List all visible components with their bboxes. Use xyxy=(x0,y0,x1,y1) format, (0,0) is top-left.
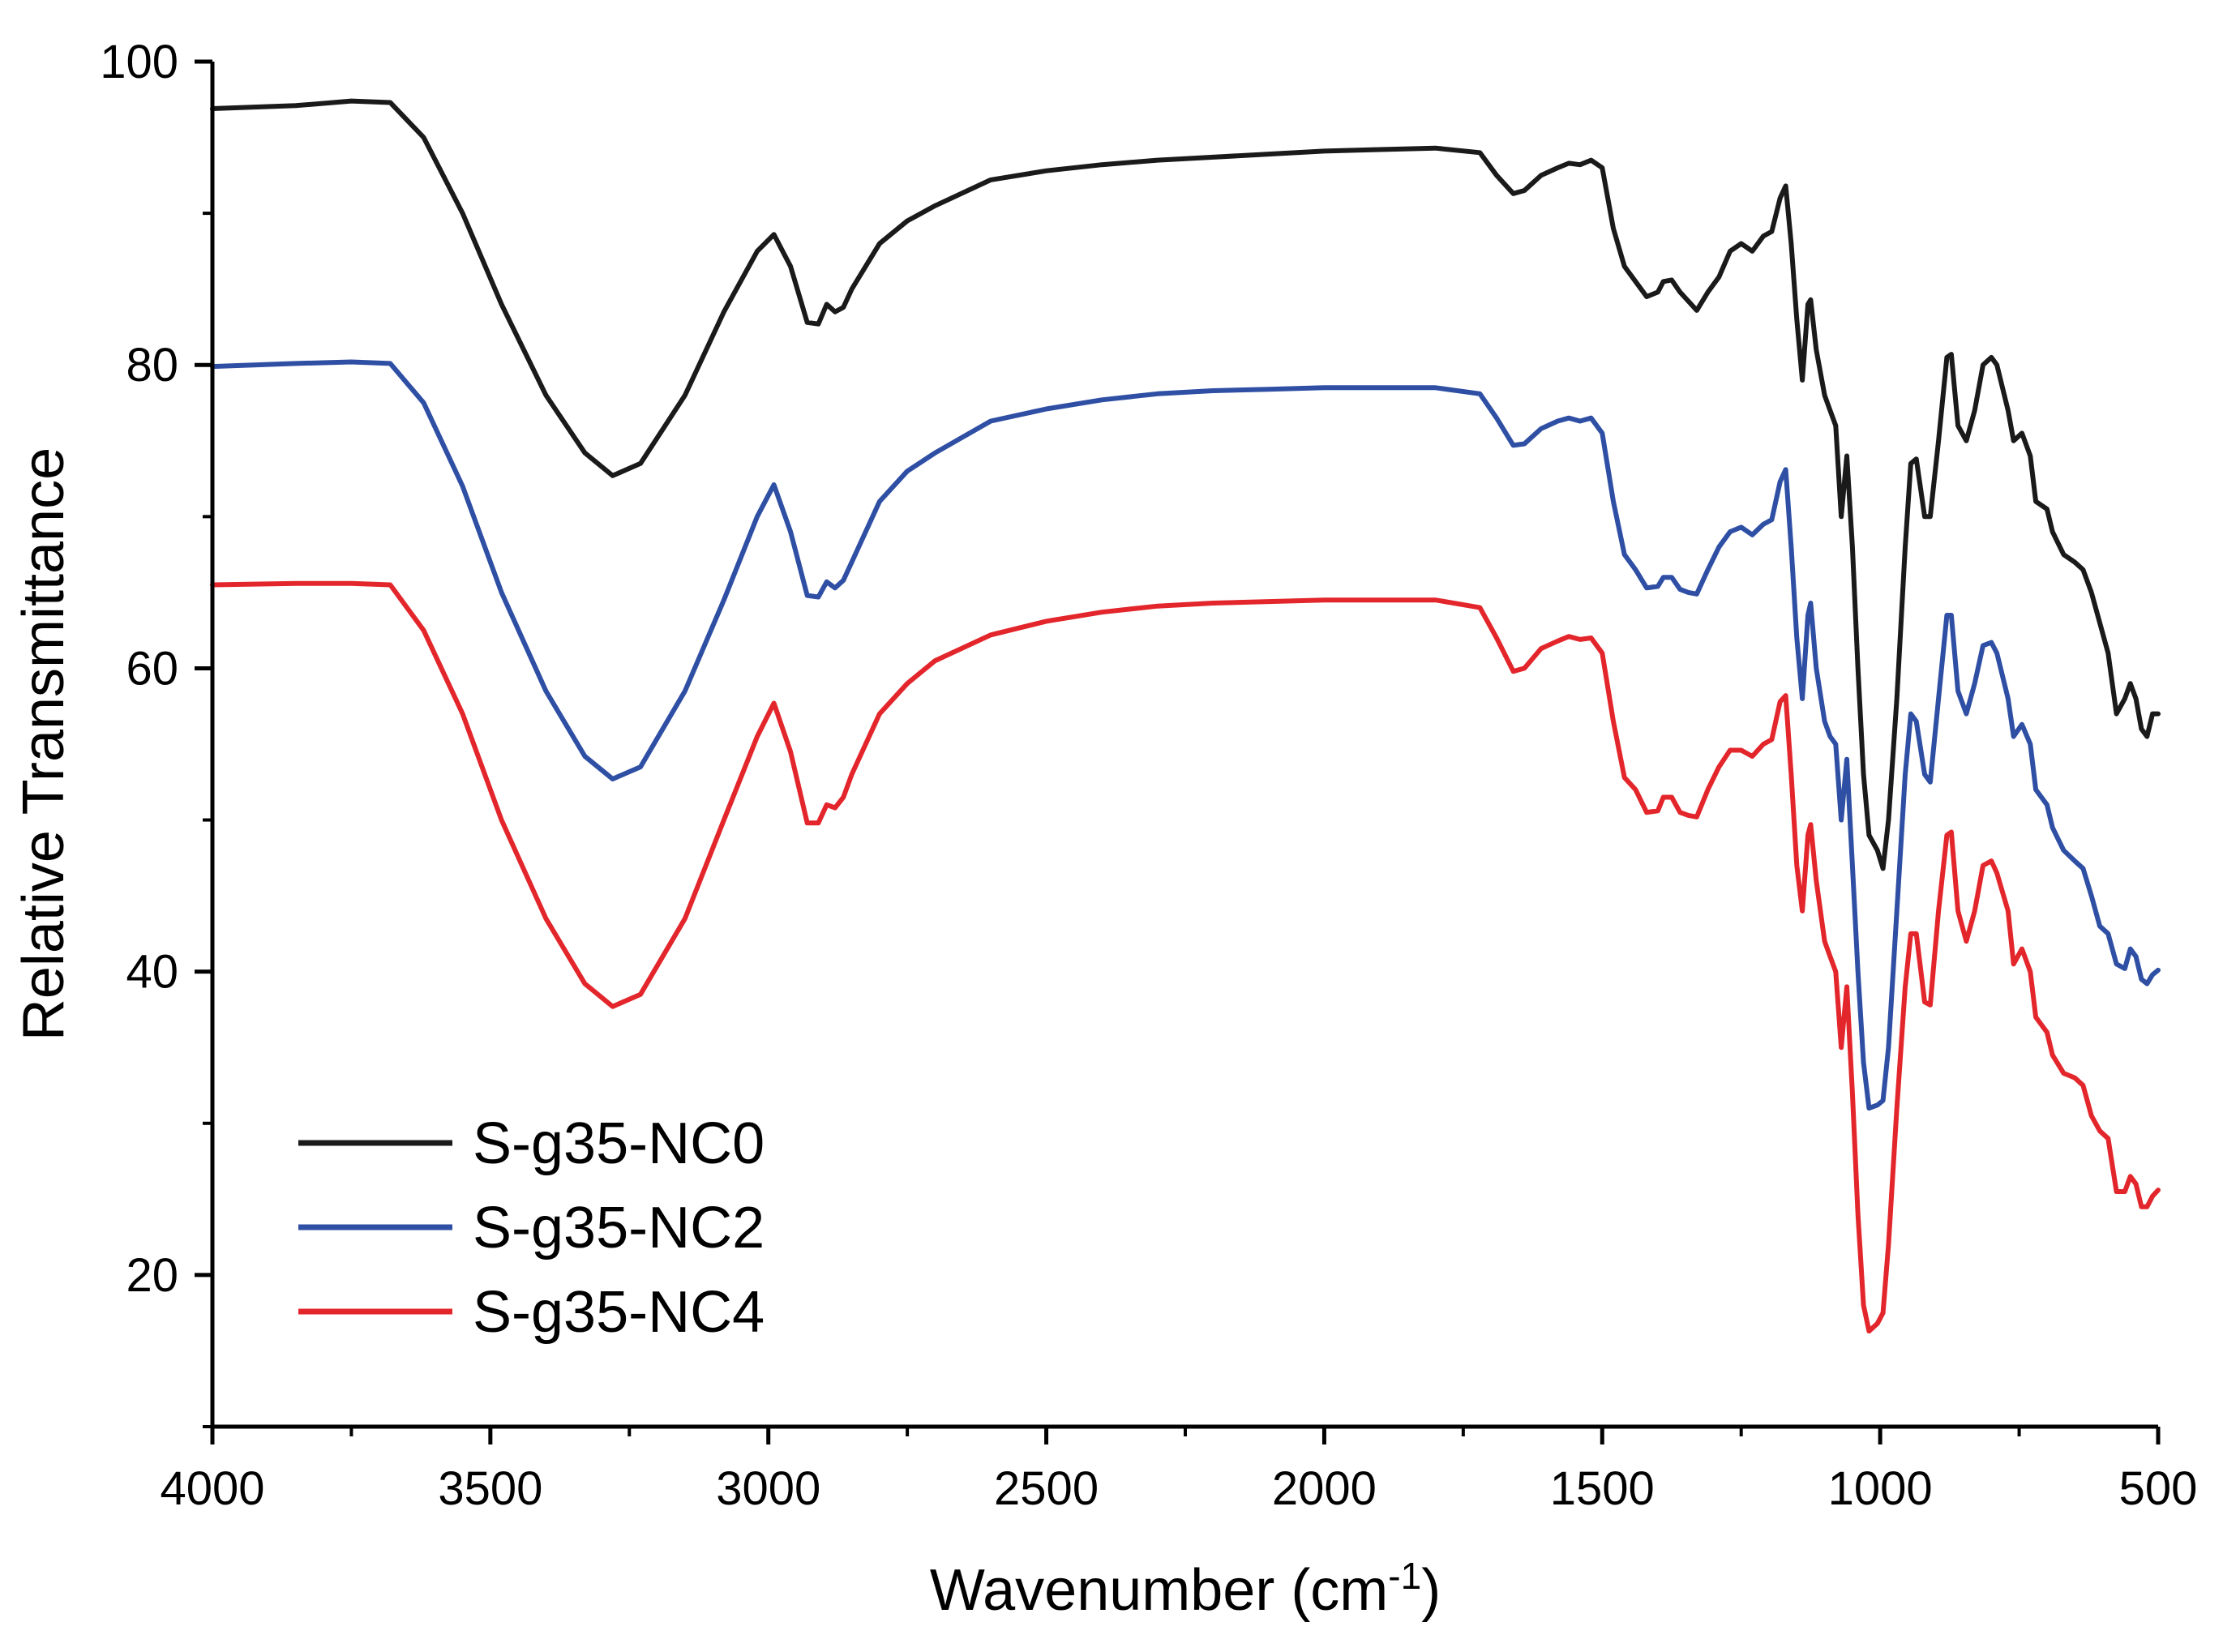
series-layer xyxy=(210,98,2161,1334)
ticks-layer: 4000 3500 3000 2500 2000 1500 1000 500 20 40 60 80 1… xyxy=(100,36,2197,1515)
series-line-3 xyxy=(210,580,2161,1334)
x-tick-label: 500 xyxy=(2119,1462,2198,1515)
x-axis-title-suffix: ) xyxy=(1421,1558,1441,1623)
x-axis-title: Wavenumber (cm-1) xyxy=(930,1555,1441,1623)
y-tick-label: 20 xyxy=(126,1249,178,1302)
series-line-2 xyxy=(210,359,2161,1111)
series-line-1 xyxy=(210,98,2161,871)
x-axis-title-main: Wavenumber (cm xyxy=(930,1558,1388,1623)
x-tick-label: 3500 xyxy=(438,1462,542,1515)
x-tick-label: 2000 xyxy=(1272,1462,1377,1515)
x-tick-label: 4000 xyxy=(160,1462,264,1515)
y-tick-label: 100 xyxy=(100,36,178,88)
x-axis-title-sup: -1 xyxy=(1388,1555,1421,1597)
x-tick-label: 2500 xyxy=(994,1462,1099,1515)
y-axis-title: Relative Transmittance xyxy=(11,447,76,1041)
legend: S-g35-NC0 S-g35-NC2 S-g35-NC4 xyxy=(298,1111,765,1345)
x-tick-label: 3000 xyxy=(716,1462,820,1515)
y-tick-label: 80 xyxy=(126,339,178,392)
y-tick-label: 60 xyxy=(126,642,178,695)
x-tick-label: 1500 xyxy=(1550,1462,1655,1515)
legend-label-3: S-g35-NC4 xyxy=(473,1280,765,1345)
y-tick-label: 40 xyxy=(126,946,178,999)
x-tick-label: 1000 xyxy=(1828,1462,1933,1515)
legend-label-1: S-g35-NC0 xyxy=(473,1111,765,1176)
legend-label-2: S-g35-NC2 xyxy=(473,1196,765,1260)
